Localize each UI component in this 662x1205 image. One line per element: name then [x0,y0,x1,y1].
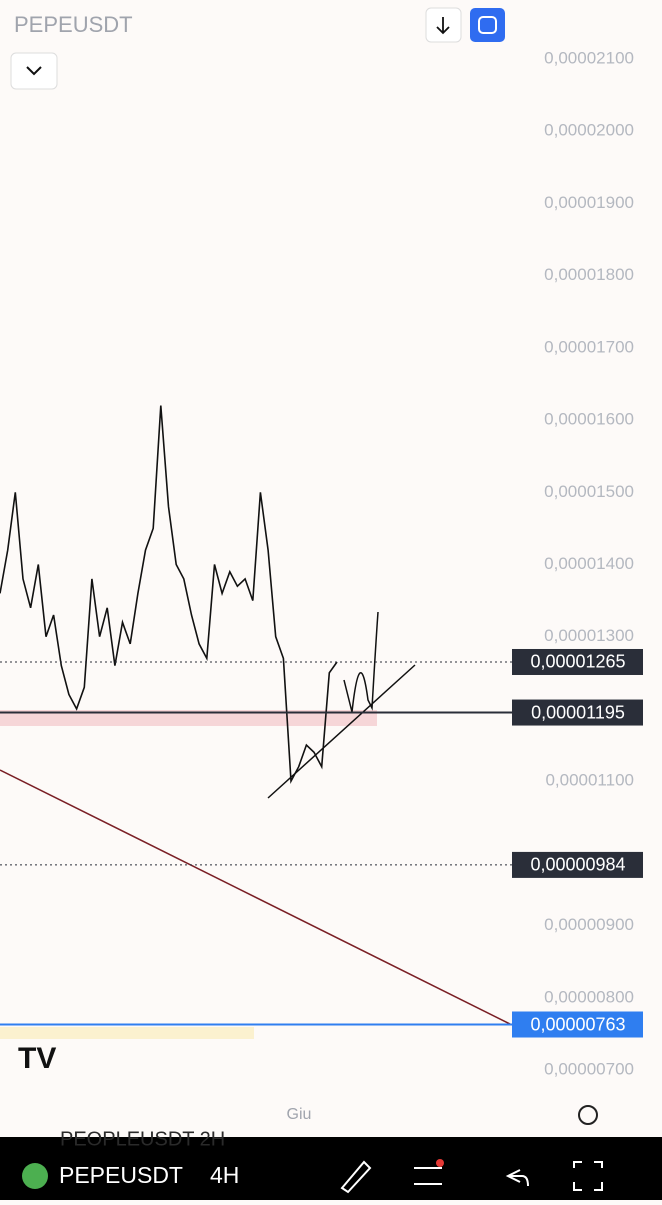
y-tick-label: 0,00001800 [544,265,634,284]
y-tick-label: 0,00000800 [544,987,634,1006]
collapse-button[interactable] [10,52,58,90]
trend-line [0,769,513,1026]
y-tick-label: 0,00001100 [545,771,634,790]
toolbar-symbol[interactable]: PEPEUSDT [59,1162,183,1188]
y-tick-label: 0,00002100 [544,48,634,67]
price-label-box [512,699,643,726]
price-label: 0,00001265 [530,652,625,672]
y-tick-label: 0,00001700 [544,337,634,356]
icon [478,16,497,34]
zone [0,710,377,726]
price-label-box [512,851,643,878]
y-tick-label: 0,00000700 [544,1059,634,1078]
symbol-icon [22,1163,48,1189]
symbol-title: PEPEUSDT [14,12,133,37]
trend-line [267,664,416,799]
price-label-box [512,1011,643,1038]
price-label: 0,00000984 [530,855,625,875]
y-tick-label: 0,00000900 [544,915,634,934]
y-tick-label: 0,00001900 [544,193,634,212]
y-tick-label: 0,00002000 [544,121,634,140]
y-tick-label: 0,00001500 [544,482,634,501]
indicators-button[interactable] [414,1167,442,1185]
price-label-box [512,648,643,675]
draw-button[interactable] [340,1160,372,1194]
drawing [343,611,379,713]
icon [436,17,450,35]
badge [436,1159,444,1167]
toolbar-interval[interactable]: 4H [210,1162,239,1188]
undo-button[interactable] [505,1169,529,1187]
toolbar [0,1137,662,1200]
ghost-text: PEOPLEUSDT 2H [60,1128,225,1150]
fullscreen-button[interactable] [470,8,505,42]
zone [0,1027,254,1039]
price-line [0,405,338,784]
settings-button[interactable] [578,1105,598,1125]
y-tick-label: 0,00001600 [544,410,634,429]
logo: TV [18,1042,56,1075]
price-label: 0,00000763 [530,1014,625,1034]
y-tick-label: 0,00001400 [544,554,634,573]
price-label: 0,00001195 [531,702,625,722]
y-tick-label: 0,00001300 [544,626,634,645]
watermark: Giu [287,1106,312,1123]
fullscreen-button[interactable] [573,1161,603,1191]
icon [26,66,42,76]
